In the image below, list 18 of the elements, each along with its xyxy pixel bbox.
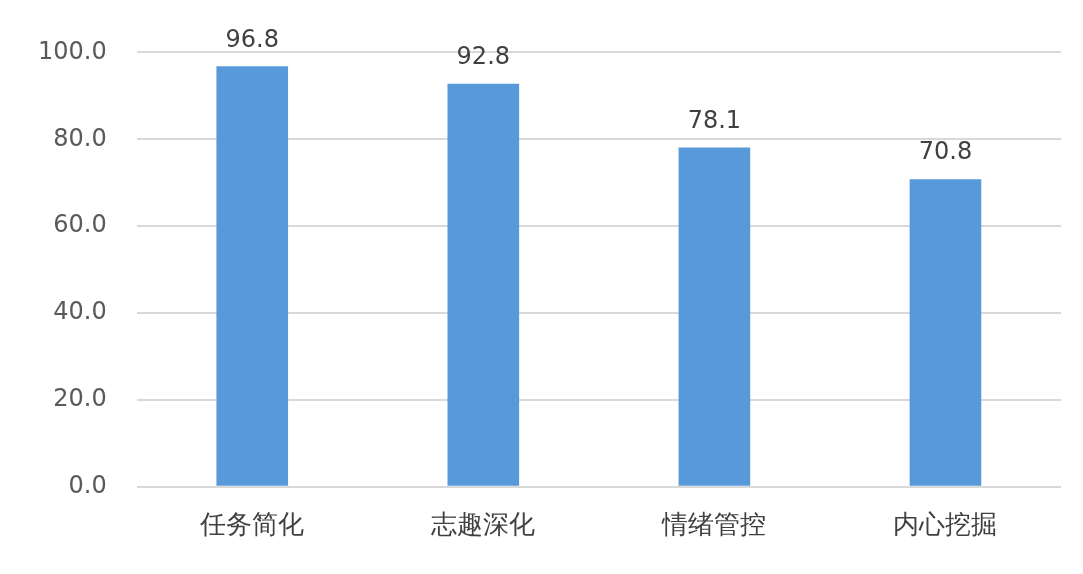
data-label: 92.8 xyxy=(456,41,511,70)
data-label: 96.8 xyxy=(225,24,279,53)
y-tick-label: 80.0 xyxy=(53,123,107,152)
data-label: 78.1 xyxy=(687,105,742,134)
bar xyxy=(447,83,520,486)
bar xyxy=(909,179,982,486)
y-tick-label: 100.0 xyxy=(37,36,107,65)
x-tick-label: 志趣深化 xyxy=(431,509,536,540)
bar xyxy=(678,147,751,486)
y-tick-label: 20.0 xyxy=(53,384,107,413)
data-label: 70.8 xyxy=(918,137,973,166)
x-tick-label: 情绪管控 xyxy=(661,509,767,540)
x-tick-label: 任务简化 xyxy=(199,509,305,540)
bar xyxy=(216,66,289,486)
y-tick-label: 60.0 xyxy=(53,210,107,239)
y-tick-label: 40.0 xyxy=(53,297,107,326)
y-tick-label: 0.0 xyxy=(68,471,107,500)
x-tick-label: 内心挖掘 xyxy=(893,509,998,540)
